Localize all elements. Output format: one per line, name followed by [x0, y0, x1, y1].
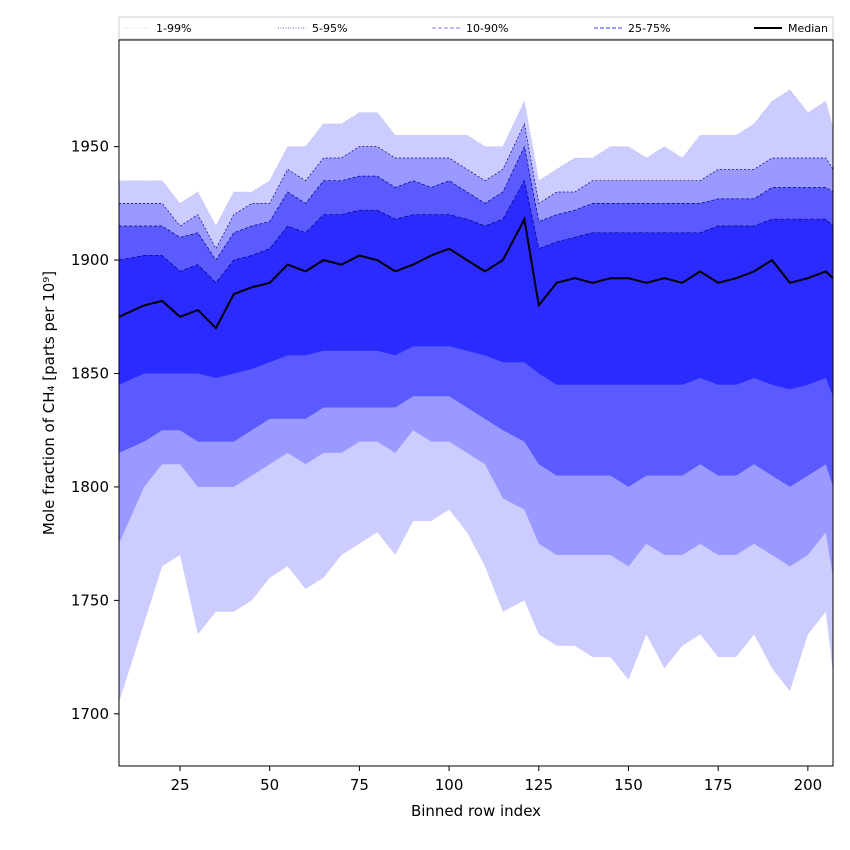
legend: 1-99% 5-95% 10-90% 25-75% Median — [118, 16, 834, 40]
y-tick-label: 1900 — [71, 251, 109, 269]
band-10-90-upper-line — [119, 145, 833, 261]
y-tick-label: 1850 — [71, 365, 109, 383]
legend-frame — [118, 16, 834, 40]
y-tick-label: 1750 — [71, 591, 109, 609]
y-tick-label: 1700 — [71, 705, 109, 723]
y-tick-label: 1950 — [71, 138, 109, 156]
band-25-75-area — [119, 180, 833, 397]
x-tick-label: 175 — [704, 776, 733, 794]
plot-frame — [118, 39, 834, 767]
x-tick-label: 50 — [260, 776, 279, 794]
x-tick-label: 200 — [794, 776, 823, 794]
x-tick-label: 75 — [350, 776, 369, 794]
percentile-bands — [119, 89, 833, 703]
legend-label: 5-95% — [312, 22, 347, 35]
legend-label: 1-99% — [156, 22, 191, 35]
legend-label: 10-90% — [466, 22, 508, 35]
y-axis-label: Mole fraction of CH₄ [parts per 10⁹] — [40, 271, 58, 535]
legend-label: Median — [788, 22, 828, 35]
x-axis-label: Binned row index — [411, 802, 541, 820]
x-tick-label: 150 — [614, 776, 643, 794]
x-axis-ticks: 25 50 75 100 125 150 175 200 — [170, 766, 822, 794]
x-tick-label: 100 — [435, 776, 464, 794]
median-line — [119, 216, 833, 330]
y-axis-ticks: 1700 1750 1800 1850 1900 1950 — [71, 138, 119, 723]
legend-label: 25-75% — [628, 22, 670, 35]
band-5-95-upper-line — [119, 122, 833, 250]
median-layer — [119, 216, 833, 330]
y-tick-label: 1800 — [71, 478, 109, 496]
x-tick-label: 125 — [524, 776, 553, 794]
band-25-75-upper-line — [119, 179, 833, 284]
x-tick-label: 25 — [170, 776, 189, 794]
